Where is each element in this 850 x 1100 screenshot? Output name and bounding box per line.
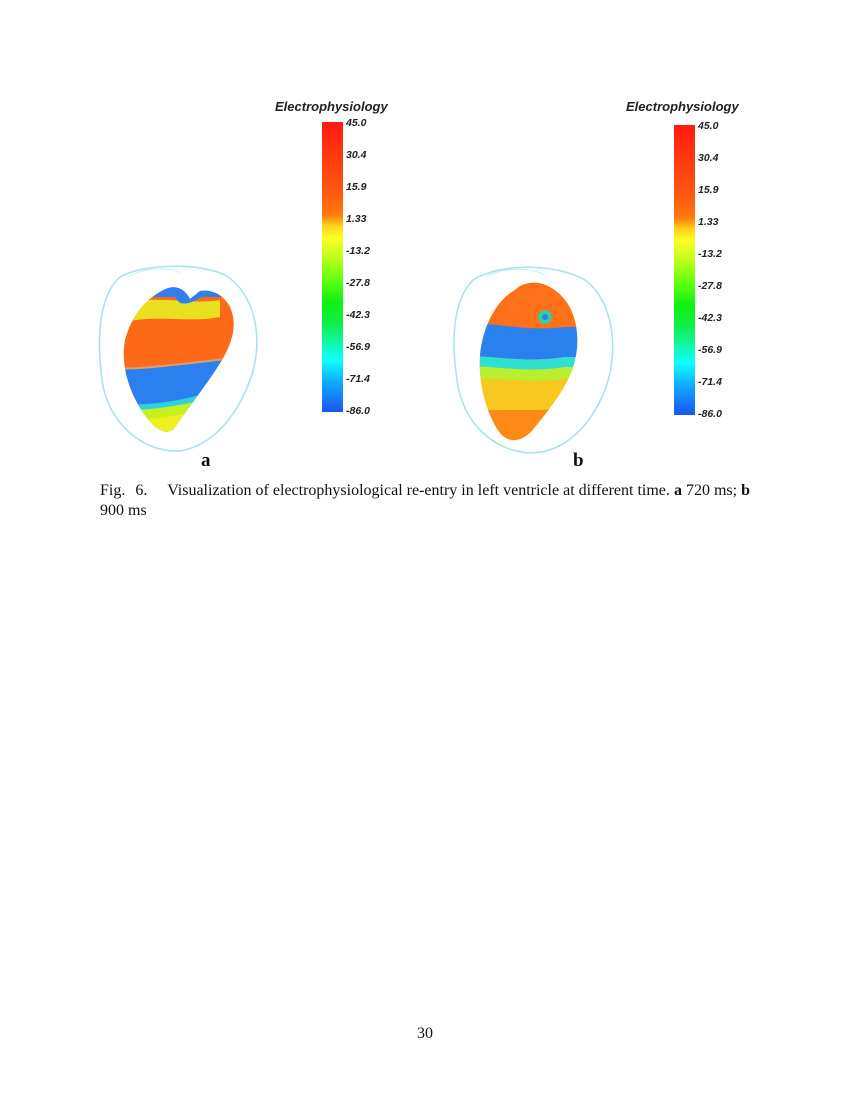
page-number: 30	[417, 1025, 433, 1042]
colorbar-tick: 1.33	[346, 213, 367, 225]
colorbar-tick: -86.0	[346, 405, 370, 417]
colorbar-tick: -13.2	[346, 245, 370, 257]
figure-number: Fig. 6.	[100, 482, 148, 499]
colorbar-tick: -86.0	[698, 408, 722, 420]
colorbar-tick: 45.0	[698, 120, 719, 132]
figure-caption: Fig. 6. Visualization of electrophysiolo…	[100, 481, 750, 521]
colorbar-tick: -42.3	[346, 309, 370, 321]
colorbar-tick: 1.33	[698, 216, 719, 228]
panel-label-a: a	[201, 450, 211, 471]
caption-text: Visualization of electrophysiological re…	[167, 482, 670, 499]
caption-text-a: 720 ms;	[681, 482, 738, 499]
colorbar-tick: 30.4	[698, 152, 719, 164]
caption-label-a: a	[673, 482, 682, 499]
colorbar-title: Electrophysiology	[275, 99, 388, 114]
colorbar-tick: -56.9	[698, 344, 722, 356]
panel-label-b: b	[573, 450, 584, 471]
colorbar-tick: -71.4	[346, 373, 370, 385]
colorbar-gradient	[674, 125, 695, 415]
colorbar-tick: -13.2	[698, 248, 722, 260]
colorbar-tick: -27.8	[698, 280, 722, 292]
figure-panel-b: Electrophysiology 45.0 30.4 15.9 1.33 -1…	[440, 95, 770, 480]
colorbar-tick: 30.4	[346, 149, 367, 161]
caption-label-b: b	[741, 482, 751, 499]
colorbar-tick: 15.9	[698, 184, 719, 196]
colorbar-tick: -42.3	[698, 312, 722, 324]
heart-visualization-b	[453, 266, 614, 454]
colorbar-tick: -27.8	[346, 277, 370, 289]
heart-visualization-a	[98, 265, 258, 452]
colorbar-gradient	[322, 122, 343, 412]
colorbar-tick: -71.4	[698, 376, 722, 388]
colorbar-tick: 45.0	[346, 117, 367, 129]
colorbar-tick: -56.9	[346, 341, 370, 353]
caption-text-b: 900 ms	[100, 502, 147, 519]
figure-panel-a: Electrophysiology 45.0 30.4 15.9 1.33 -1…	[90, 95, 420, 480]
colorbar-tick: 15.9	[346, 181, 367, 193]
colorbar-title: Electrophysiology	[626, 99, 739, 114]
